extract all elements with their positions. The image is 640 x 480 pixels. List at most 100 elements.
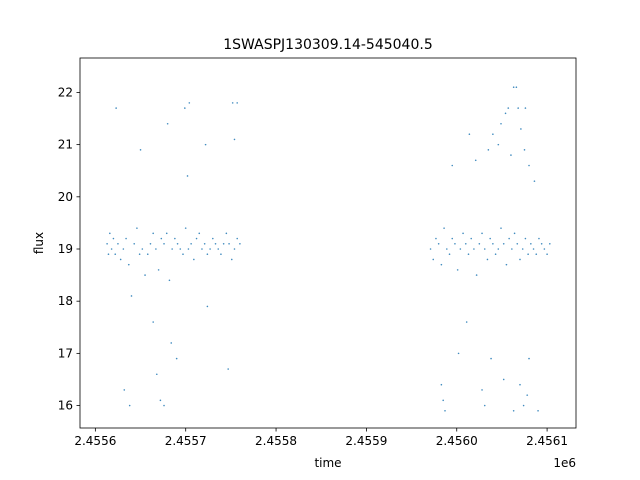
data-point [160, 237, 163, 240]
data-point [204, 143, 207, 146]
data-point [533, 180, 536, 182]
data-point [236, 102, 238, 104]
data-point [195, 237, 198, 240]
data-point [532, 248, 535, 250]
data-point [146, 253, 149, 256]
data-point [519, 383, 521, 386]
y-tick-label: 19 [58, 242, 73, 256]
data-point [492, 242, 494, 245]
data-point [429, 248, 432, 250]
data-point [468, 133, 471, 135]
data-point [440, 383, 443, 386]
data-point [217, 248, 220, 250]
data-point [127, 263, 130, 266]
data-point [437, 242, 440, 245]
x-tick-label: 2.4557 [165, 434, 207, 448]
data-point [159, 399, 162, 402]
data-point [193, 258, 195, 261]
data-point [512, 409, 515, 412]
data-point [474, 159, 477, 162]
data-point [535, 253, 538, 256]
y-tick-label: 17 [58, 346, 73, 360]
data-point [175, 357, 178, 360]
data-point [465, 321, 468, 323]
y-tick-label: 20 [58, 190, 73, 204]
data-point [435, 237, 437, 240]
data-point [107, 253, 110, 256]
data-point [448, 253, 451, 256]
data-point [115, 107, 117, 109]
y-axis-label: flux [32, 232, 46, 254]
data-point [492, 133, 494, 135]
data-point [171, 248, 173, 250]
data-point [522, 404, 525, 407]
data-point [184, 227, 187, 229]
data-point [508, 237, 510, 240]
data-point [519, 258, 521, 261]
data-point [139, 149, 142, 151]
x-tick-label: 2.4561 [526, 434, 568, 448]
data-point [174, 237, 176, 240]
data-point [497, 248, 500, 250]
data-point [505, 263, 508, 266]
data-point [106, 242, 108, 245]
data-point [549, 242, 551, 245]
data-point [206, 253, 209, 256]
data-point [119, 258, 122, 261]
points-layer [106, 86, 551, 412]
y-axis-ticks: 16 17 18 19 20 21 22 [58, 85, 80, 413]
data-point [481, 389, 483, 391]
x-axis-ticks: 2.4556 2.4557 2.4558 2.4559 2.4560 2.4561 [74, 428, 568, 448]
data-point [112, 237, 115, 240]
data-point [454, 242, 456, 245]
data-point [231, 102, 234, 104]
data-point [187, 248, 190, 250]
data-point [500, 122, 502, 125]
data-point [527, 253, 529, 256]
data-point [478, 242, 481, 245]
data-point [481, 232, 483, 235]
data-point [201, 248, 203, 250]
data-point [444, 409, 446, 412]
data-point [168, 279, 171, 282]
data-point [155, 373, 158, 376]
data-point [487, 149, 490, 151]
data-point [528, 357, 530, 360]
data-point [512, 86, 515, 89]
data-point [182, 253, 184, 256]
data-point [236, 237, 238, 240]
data-point [483, 248, 486, 250]
data-point [176, 242, 179, 245]
data-point [222, 242, 225, 245]
data-point [233, 138, 236, 141]
x-offset-label: 1e6 [553, 456, 576, 470]
data-point [494, 253, 497, 256]
x-tick-label: 2.4560 [436, 434, 478, 448]
data-point [524, 107, 527, 109]
data-point [467, 253, 470, 256]
data-point [206, 305, 209, 308]
data-point [473, 248, 475, 250]
data-point [149, 242, 152, 245]
data-point [443, 227, 445, 229]
data-point [138, 253, 141, 256]
data-point [520, 128, 522, 130]
data-point [521, 248, 524, 250]
data-point [212, 237, 214, 240]
data-point [152, 232, 154, 235]
data-point [225, 232, 228, 235]
data-point [179, 248, 182, 250]
data-point [502, 242, 505, 245]
data-point [123, 389, 126, 391]
data-point [475, 274, 478, 276]
data-point [513, 232, 516, 235]
data-point [230, 258, 233, 261]
data-point [110, 248, 113, 250]
data-point [170, 342, 173, 344]
data-point [157, 269, 160, 271]
data-point [136, 227, 138, 229]
data-point [483, 404, 486, 407]
data-point [165, 232, 168, 235]
data-point [451, 237, 454, 240]
